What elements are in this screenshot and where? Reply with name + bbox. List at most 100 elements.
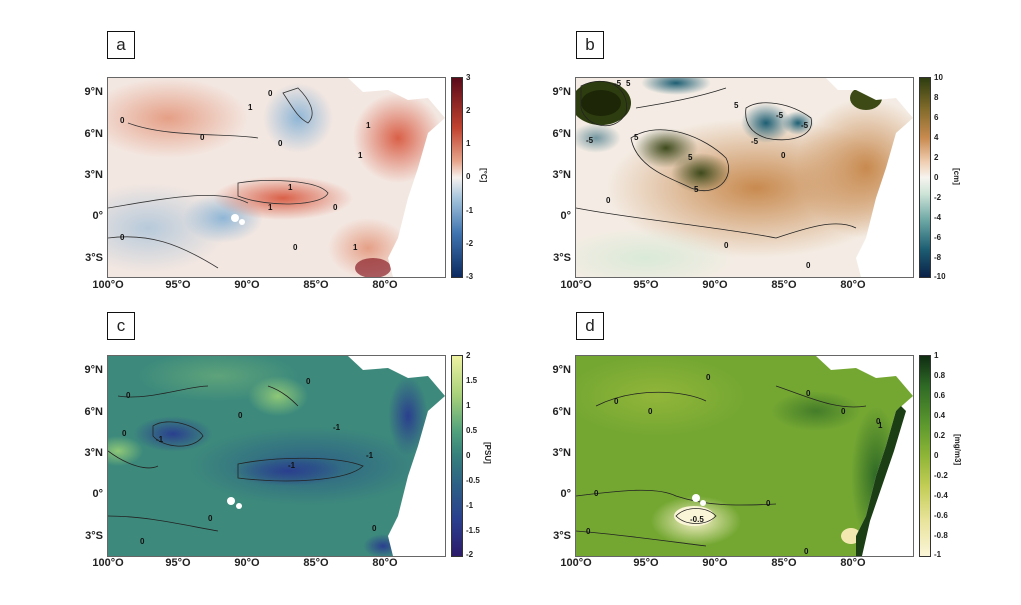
contour-label: -5: [751, 137, 759, 146]
contour-label: -5: [776, 111, 784, 120]
contour-label: 0: [781, 151, 786, 160]
contour-label: 0: [806, 261, 811, 270]
colorbar-tick: 0.2: [934, 431, 946, 440]
lon-tick: 100°O: [92, 557, 124, 569]
contour-label: 0: [606, 196, 611, 205]
colorbar-tick: 1: [934, 351, 939, 360]
map-panel-d: 0 0 0 0 0 0 0 0 0 0 -0.5 1: [575, 355, 914, 557]
colorbar-tick: 0: [466, 451, 471, 460]
lon-tick: 80°O: [840, 279, 866, 291]
colorbar-tick: 2: [466, 351, 471, 360]
lat-tick: 0°: [92, 210, 103, 222]
sea-level-anomaly-field: 5 -5 -5 5 5 5 5 -5 -5 -5 0 0 0 0: [576, 78, 913, 277]
contour-label: 0: [268, 89, 273, 98]
lon-tick: 85°O: [303, 279, 329, 291]
lon-tick: 85°O: [771, 557, 797, 569]
colorbar-tick: 0.6: [934, 391, 946, 400]
contour-label: 0: [841, 407, 846, 416]
contour-label: -0.5: [690, 515, 704, 524]
lat-tick: 6°N: [84, 128, 103, 140]
contour-label: -1: [366, 451, 374, 460]
colorbar-tick: 1: [466, 401, 471, 410]
lon-tick: 80°O: [372, 557, 398, 569]
lon-tick: 80°O: [840, 557, 866, 569]
lon-tick: 100°O: [92, 279, 124, 291]
colorbar-tick: -1: [466, 501, 474, 510]
lon-tick: 95°O: [165, 557, 191, 569]
contour-label: 5: [694, 185, 699, 194]
contour-label: 0: [586, 527, 591, 536]
colorbar-unit: [°C]: [479, 168, 488, 183]
colorbar-tick: 0.8: [934, 371, 946, 380]
lat-tick: 0°: [560, 488, 571, 500]
contour-label: 0: [372, 524, 377, 533]
colorbar-unit: [mg/m3]: [953, 434, 962, 466]
contour-label: 5: [626, 79, 631, 88]
colorbar-tick: 0: [934, 451, 939, 460]
colorbar-tick: -1: [466, 206, 474, 215]
lat-tick: 3°N: [552, 169, 571, 181]
lat-tick: 3°S: [85, 530, 103, 542]
colorbar-tick: 3: [466, 73, 471, 82]
contour-label: 0: [804, 547, 809, 556]
colorbar-tick: 1.5: [466, 376, 478, 385]
colorbar-tick: 4: [934, 133, 939, 142]
lat-tick: 0°: [92, 488, 103, 500]
lat-tick: 6°N: [552, 128, 571, 140]
panel-label-b: b: [576, 31, 604, 59]
contour-label: 0: [614, 397, 619, 406]
colorbar-tick: 10: [934, 73, 943, 82]
contour-label: 1: [248, 103, 253, 112]
contour-label: -1: [333, 423, 341, 432]
contour-label: -5: [801, 121, 809, 130]
salinity-anomaly-field: 0 0 0 0 0 -1 -1 -1 -1 0 0: [108, 356, 445, 556]
lon-tick: 90°O: [702, 557, 728, 569]
colorbar-tick: 0: [466, 172, 471, 181]
lon-tick: 95°O: [633, 279, 659, 291]
contour-label: 0: [333, 203, 338, 212]
colorbar-tick: 1: [466, 139, 471, 148]
contour-label: 0: [238, 411, 243, 420]
contour-label: -5: [614, 79, 622, 88]
colorbar-tick: -0.6: [934, 511, 948, 520]
contour-label: 0: [208, 514, 213, 523]
lon-tick: 80°O: [372, 279, 398, 291]
lat-tick: 3°S: [553, 530, 571, 542]
lon-tick: 85°O: [771, 279, 797, 291]
lat-tick: 3°N: [84, 169, 103, 181]
colorbar-tick: 0.4: [934, 411, 946, 420]
contour-label: 1: [878, 421, 883, 430]
colorbar-tick: 0.5: [466, 426, 478, 435]
contour-label: -5: [586, 136, 594, 145]
contour-label: 0: [724, 241, 729, 250]
contour-label: 5: [734, 101, 739, 110]
contour-label: 5: [688, 153, 693, 162]
lon-tick: 90°O: [234, 279, 260, 291]
contour-label: 0: [278, 139, 283, 148]
contour-label: -1: [156, 435, 164, 444]
contour-label: 0: [120, 233, 125, 242]
panel-label-a: a: [107, 31, 135, 59]
contour-label: 0: [293, 243, 298, 252]
contour-label: 0: [766, 499, 771, 508]
colorbar-unit: [PSU]: [483, 442, 492, 464]
colorbar-a: [451, 77, 463, 278]
colorbar-b: [919, 77, 931, 278]
colorbar-tick: -8: [934, 253, 942, 262]
lat-tick: 3°N: [84, 447, 103, 459]
lat-tick: 9°N: [84, 86, 103, 98]
contour-label: 5: [634, 133, 639, 142]
lat-tick: 3°N: [552, 447, 571, 459]
colorbar-tick: -0.4: [934, 491, 948, 500]
colorbar-tick: -1: [934, 550, 942, 559]
lat-tick: 9°N: [552, 86, 571, 98]
sst-anomaly-field: 0 0 0 0 0 0 0 1 1 1 1 1 1: [108, 78, 445, 277]
colorbar-c: [451, 355, 463, 557]
colorbar-tick: 8: [934, 93, 939, 102]
colorbar-tick: -6: [934, 233, 942, 242]
map-panel-b: 5 -5 -5 5 5 5 5 -5 -5 -5 0 0 0 0: [575, 77, 914, 278]
lon-tick: 85°O: [303, 557, 329, 569]
lon-tick: 90°O: [234, 557, 260, 569]
colorbar-tick: -10: [934, 272, 946, 281]
contour-label: 1: [353, 243, 358, 252]
